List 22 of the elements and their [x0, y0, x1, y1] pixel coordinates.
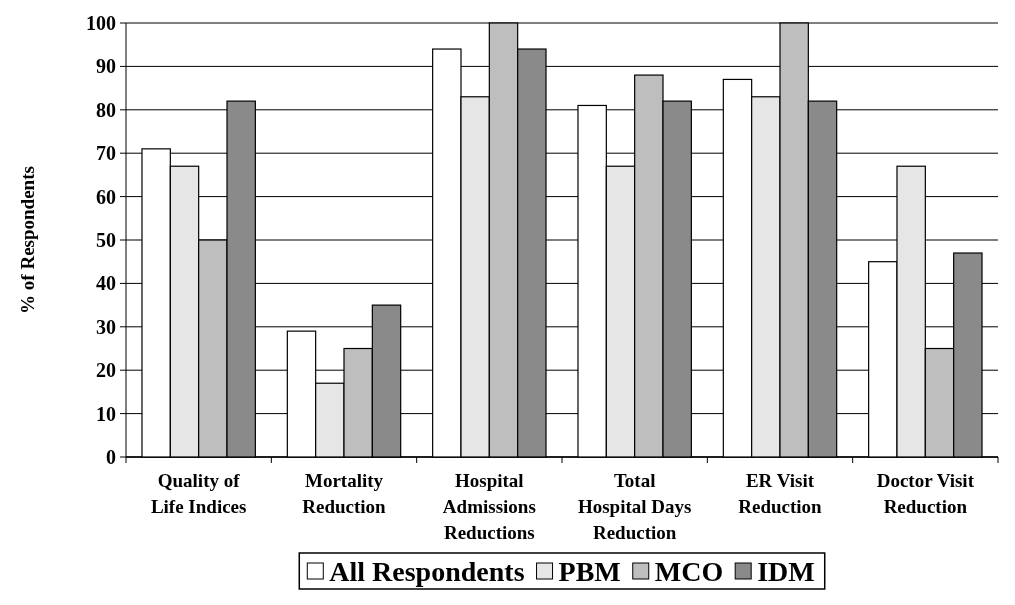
x-tick-label: Doctor Visit Reduction: [876, 470, 975, 517]
legend-label: PBM: [558, 555, 621, 587]
y-tick-label: 60: [96, 185, 116, 208]
y-axis-title: % of Respondents: [17, 166, 38, 314]
legend-label: IDM: [757, 555, 815, 587]
x-tick-label: Quality of Life Indices: [150, 470, 247, 517]
y-tick-label: 40: [96, 272, 116, 295]
x-tick-label: Total Hospital Days Reduction: [577, 470, 692, 543]
x-tick-label: ER Visit Reduction: [738, 470, 823, 517]
y-tick-label: 70: [96, 142, 116, 165]
y-tick-label: 20: [96, 359, 116, 382]
legend-label: All Respondents: [329, 555, 525, 587]
y-tick-label: 10: [96, 402, 116, 425]
y-tick-label: 0: [106, 446, 116, 468]
y-tick-label: 90: [96, 55, 116, 78]
x-tick-label: Hospital Admissions Reductions: [442, 470, 536, 543]
y-tick-label: 80: [96, 98, 116, 121]
y-tick-label: 50: [96, 229, 116, 251]
x-tick-label: Mortality Reduction: [302, 470, 387, 517]
y-tick-label: 30: [96, 315, 116, 338]
legend-label: MCO: [654, 555, 724, 587]
y-tick-label: 100: [86, 12, 116, 34]
